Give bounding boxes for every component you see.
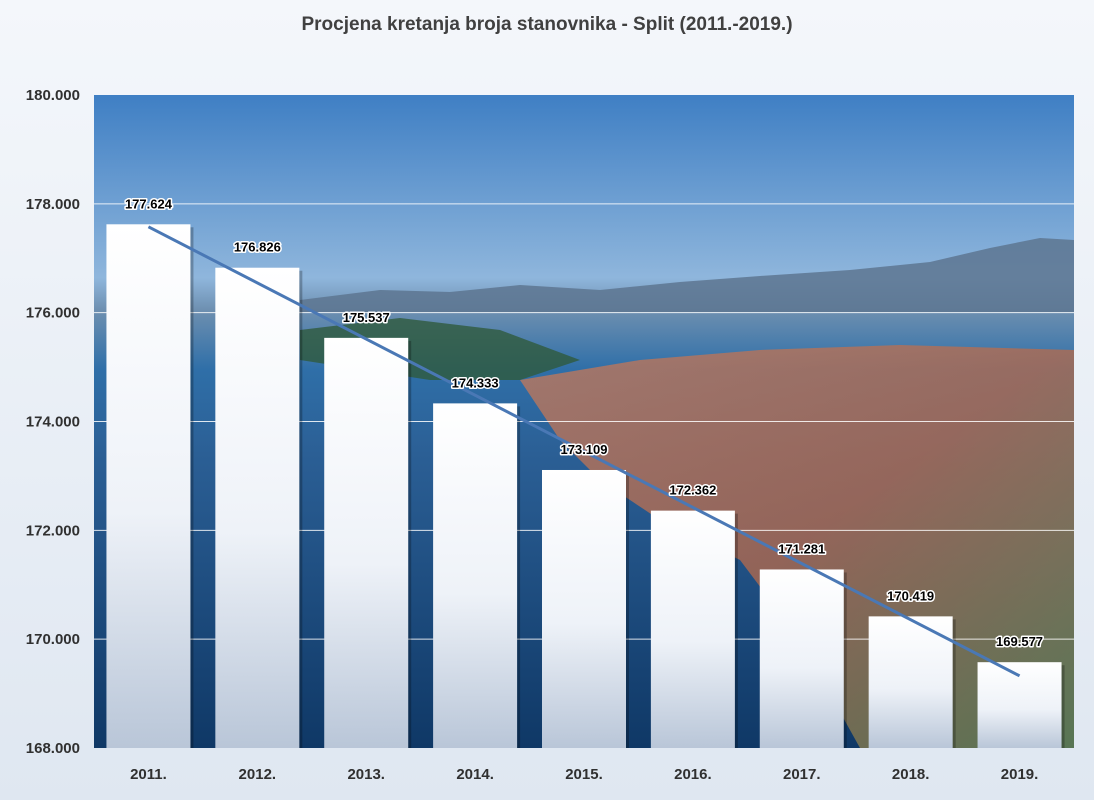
y-tick-label: 170.000 <box>26 631 80 648</box>
bar <box>977 662 1062 748</box>
data-label: 174.333 <box>452 375 499 390</box>
y-axis-ticks: 168.000 170.000 172.000 174.000 176.000 178.0… <box>26 87 80 757</box>
trendline <box>147 225 1021 678</box>
x-axis-ticks: 2011. 2012. 2013. 2014. 2015. 2016. 2017. 2018.… <box>130 766 1038 783</box>
chart-title: Procjena kretanja broja stanovnika - Spl… <box>301 14 793 35</box>
bars <box>106 224 1065 748</box>
y-tick-label: 178.000 <box>26 196 80 213</box>
x-tick-label: 2012. <box>239 766 277 783</box>
bar <box>106 224 191 748</box>
bar <box>324 337 409 748</box>
mountain-ridge <box>300 238 1074 312</box>
data-labels: 177.624 176.826 175.537 174.333 173.109 172.3… <box>123 195 1044 651</box>
trendline-group <box>147 225 1021 678</box>
y-tick-label: 176.000 <box>26 305 80 322</box>
data-label: 169.577 <box>996 634 1043 649</box>
bar <box>650 510 735 748</box>
x-tick-label: 2018. <box>892 766 930 783</box>
y-tick-label: 168.000 <box>26 740 80 757</box>
data-label: 173.109 <box>561 442 608 457</box>
data-label: 171.281 <box>778 541 825 556</box>
data-label: 172.362 <box>669 483 716 498</box>
bar <box>868 616 953 748</box>
x-tick-label: 2011. <box>130 766 167 783</box>
bar <box>215 267 300 748</box>
x-tick-label: 2014. <box>456 766 494 783</box>
x-tick-label: 2017. <box>783 766 821 783</box>
data-label: 175.537 <box>343 310 390 325</box>
data-label: 170.419 <box>887 588 934 603</box>
y-tick-label: 180.000 <box>26 87 80 104</box>
x-tick-label: 2016. <box>674 766 712 783</box>
x-tick-label: 2013. <box>347 766 385 783</box>
bar <box>759 569 844 748</box>
y-tick-label: 174.000 <box>26 414 80 431</box>
x-tick-label: 2019. <box>1001 766 1039 783</box>
bar <box>433 403 518 748</box>
y-tick-label: 172.000 <box>26 522 80 539</box>
data-label: 176.826 <box>234 240 281 255</box>
x-tick-label: 2015. <box>565 766 603 783</box>
bar <box>542 469 626 748</box>
data-label: 177.624 <box>125 196 173 211</box>
